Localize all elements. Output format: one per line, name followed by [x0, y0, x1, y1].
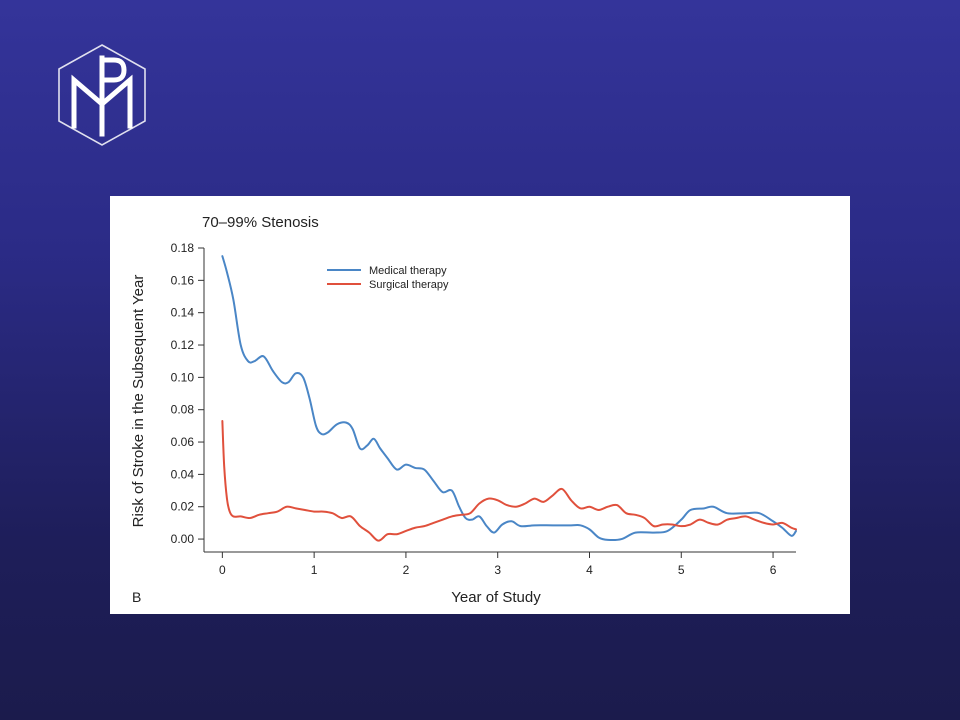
y-tick-label: 0.10: [171, 370, 195, 384]
x-axis-label: Year of Study: [451, 589, 541, 606]
legend: Medical therapy Surgical therapy: [327, 265, 449, 291]
x-tick-label: 1: [311, 563, 318, 577]
chart-title: 70–99% Stenosis: [202, 214, 319, 231]
y-tick-label: 0.16: [171, 273, 195, 287]
legend-label-medical: Medical therapy: [369, 265, 447, 277]
series-line-medical-therapy: [221, 255, 797, 542]
legend-label-surgical: Surgical therapy: [369, 279, 449, 291]
panel-label: B: [132, 589, 141, 605]
y-tick-label: 0.02: [171, 500, 195, 514]
axes: 0.00 0.02 0.04 0.06 0.08 0.10 0.12 0.14 0.16 0.18…: [171, 241, 796, 577]
y-axis-label: Risk of Stroke in the Subsequent Year: [130, 275, 147, 528]
y-tick-label: 0.06: [171, 435, 195, 449]
x-tick-label: 5: [678, 563, 685, 577]
y-tick-label: 0.18: [171, 241, 195, 255]
pm-monogram-logo: [58, 44, 146, 146]
y-tick-label: 0.08: [171, 403, 195, 417]
y-tick-label: 0.00: [171, 532, 195, 546]
y-tick-label: 0.12: [171, 338, 195, 352]
x-tick-label: 6: [770, 563, 777, 577]
chart-panel: 70–99% Stenosis Risk of Stroke in the Su…: [110, 196, 850, 614]
series-line-surgical-therapy: [221, 420, 797, 542]
y-tick-label: 0.14: [171, 306, 195, 320]
x-tick-label: 4: [586, 563, 593, 577]
x-tick-label: 2: [403, 563, 410, 577]
x-tick-label: 3: [494, 563, 501, 577]
stroke-risk-chart: 70–99% Stenosis Risk of Stroke in the Su…: [130, 214, 797, 606]
series-layer: [221, 255, 797, 542]
x-tick-label: 0: [219, 563, 226, 577]
y-tick-label: 0.04: [171, 467, 195, 481]
